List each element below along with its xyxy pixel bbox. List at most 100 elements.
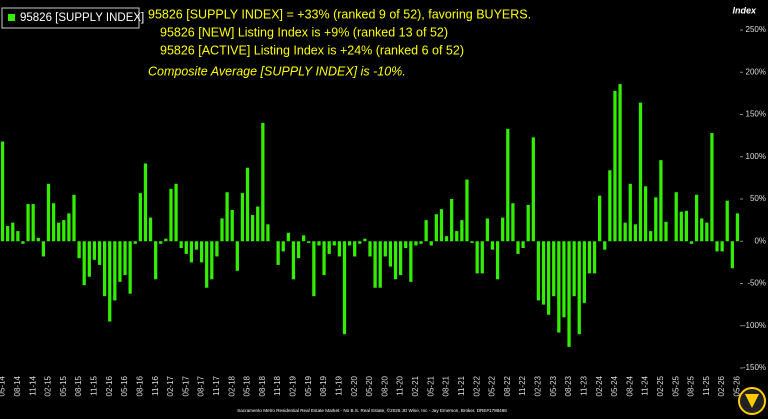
bar <box>245 167 250 242</box>
bar <box>230 209 234 242</box>
bar <box>240 193 245 242</box>
bar <box>526 204 530 242</box>
bar <box>138 193 142 242</box>
bar <box>82 241 86 286</box>
bar <box>715 241 719 252</box>
y-axis-label: Index <box>732 5 757 15</box>
bar <box>679 211 683 242</box>
bar <box>363 238 367 242</box>
bar <box>562 241 566 318</box>
bar <box>536 241 541 301</box>
annotation: 95826 [SUPPLY INDEX] = +33% (ranked 9 of… <box>148 7 531 21</box>
bar <box>368 241 372 257</box>
bar <box>444 236 449 242</box>
bar <box>199 241 204 263</box>
bar <box>36 237 40 242</box>
bar <box>164 238 168 242</box>
bar <box>424 220 428 242</box>
bar <box>398 241 403 276</box>
x-tick-label: 11-17 <box>212 375 221 395</box>
x-tick-label: 08-18 <box>258 375 267 396</box>
bar <box>261 122 265 242</box>
bar <box>618 84 622 242</box>
x-tick-label: 08-23 <box>564 375 573 396</box>
bar <box>235 241 239 271</box>
bar <box>516 241 520 254</box>
x-tick-label: 08-20 <box>380 375 389 396</box>
bar <box>598 195 602 242</box>
bar <box>557 241 561 333</box>
bar <box>735 213 740 242</box>
bar <box>470 241 474 243</box>
bar <box>659 160 663 242</box>
bar <box>725 200 729 242</box>
bar <box>256 206 260 242</box>
logo <box>738 387 766 415</box>
bar <box>393 241 398 280</box>
bar <box>689 241 694 244</box>
bar <box>11 222 15 242</box>
x-tick-label: 02-18 <box>227 375 236 396</box>
bar <box>174 183 178 242</box>
bar <box>730 241 734 269</box>
bar <box>700 218 704 242</box>
bar <box>353 241 357 257</box>
bar <box>480 241 484 274</box>
legend-box <box>1 7 140 29</box>
footer: Sacramento Metro Residential Real Estate… <box>237 407 507 413</box>
x-tick-label: 02-25 <box>656 375 665 396</box>
bar <box>521 241 525 249</box>
x-tick-label: 11-24 <box>641 375 650 395</box>
x-tick-label: 05-15 <box>59 375 68 396</box>
bar <box>567 241 571 347</box>
bar <box>179 241 183 249</box>
annotation: 95826 [NEW] Listing Index is +9% (ranked… <box>160 25 448 39</box>
bar <box>694 194 699 242</box>
bar <box>613 90 617 242</box>
x-tick-label: 05-22 <box>488 375 497 396</box>
x-tick-label: 11-21 <box>457 375 466 395</box>
bar <box>429 241 433 246</box>
bar <box>225 192 229 242</box>
bar <box>552 241 556 297</box>
x-tick-label: 05-26 <box>733 375 742 396</box>
y-tick-label: 50% <box>750 194 766 203</box>
x-tick-label: 11-15 <box>90 375 99 395</box>
bar <box>664 221 668 242</box>
bar <box>358 241 362 244</box>
bar <box>633 224 638 242</box>
bar <box>603 241 607 250</box>
x-tick-label: 02-24 <box>595 375 604 396</box>
bar <box>194 241 199 250</box>
bar <box>455 231 459 242</box>
legend-swatch <box>8 14 15 21</box>
bar <box>312 241 316 297</box>
bar <box>337 241 342 257</box>
bar <box>373 241 377 288</box>
bar <box>490 241 495 250</box>
bar <box>123 241 127 276</box>
bar <box>97 241 102 265</box>
bar <box>383 241 387 257</box>
x-tick-label: 11-14 <box>28 375 37 395</box>
bar <box>684 210 689 242</box>
bar <box>450 199 454 242</box>
bar <box>705 222 709 242</box>
bar <box>154 241 158 280</box>
x-tick-label: 11-23 <box>579 375 588 395</box>
bar <box>26 204 30 242</box>
bar <box>31 204 35 242</box>
bar <box>148 217 153 242</box>
y-tick-label: 100% <box>746 152 766 161</box>
y-tick-label: 0% <box>754 236 766 245</box>
bar <box>133 241 137 244</box>
x-tick-label: 08-14 <box>13 375 22 396</box>
y-tick-label: 250% <box>746 25 766 34</box>
bar <box>582 241 586 303</box>
bar <box>0 141 5 242</box>
bar <box>46 183 51 242</box>
bar <box>159 241 163 244</box>
x-tick-label: 02-26 <box>717 375 726 396</box>
bar <box>113 241 117 301</box>
